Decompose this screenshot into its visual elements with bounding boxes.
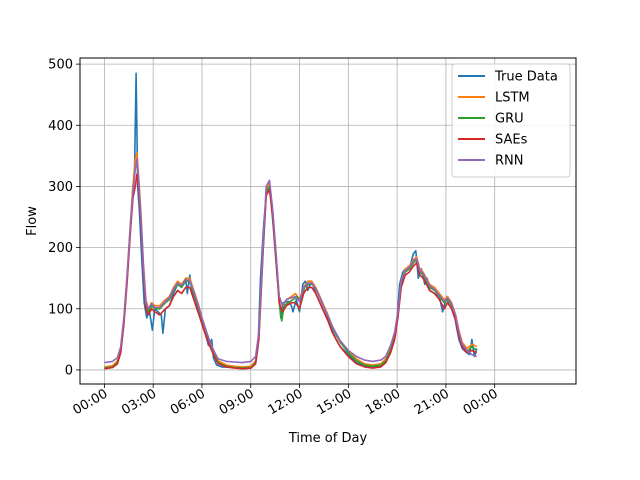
legend-box [451,63,571,178]
x-tick-label: 03:00 [119,386,159,418]
legend: True Data LSTM GRU SAEs RNN [451,63,571,178]
x-tick-label: 00:00 [70,386,110,418]
y-tick-label: 0 [65,363,73,378]
series-lines [104,72,478,370]
legend-label: GRU [495,112,524,127]
y-tick-label: 500 [48,58,73,73]
legend-label: True Data [494,70,558,85]
x-axis-label: Time of Day [288,431,368,446]
x-tick-label: 09:00 [217,386,257,418]
legend-label: RNN [495,154,523,169]
x-tick-label: 15:00 [314,386,354,418]
series-line-true-data [104,72,478,370]
series-line-rnn [104,158,478,364]
y-tick-label: 300 [48,180,73,195]
x-tick-label: 12:00 [266,386,306,418]
series-line-gru [104,161,478,369]
y-tick-label: 100 [48,302,73,317]
y-axis-label: Flow [25,206,40,236]
x-tick-label: 21:00 [412,386,452,418]
series-line-saes [104,173,478,370]
x-axis-ticks: 00:00 03:00 06:00 09:00 12:00 15:00 18:00 21:00… [70,384,501,418]
plot-frame [79,57,577,385]
series-line-lstm [104,152,478,368]
x-tick-label: 06:00 [168,386,208,418]
y-tick-label: 200 [48,241,73,256]
legend-label: SAEs [495,133,528,148]
legend-label: LSTM [495,91,530,106]
x-tick-label: 00:00 [461,386,501,418]
y-tick-label: 400 [48,119,73,134]
y-axis-ticks: 0 100 200 300 400 500 [48,58,80,378]
x-tick-label: 18:00 [363,386,403,418]
